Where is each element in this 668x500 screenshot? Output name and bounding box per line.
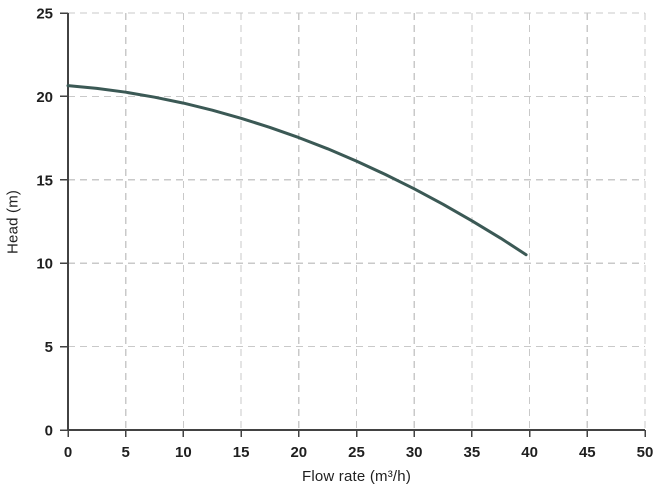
y-tick-label: 25 xyxy=(36,6,53,23)
y-tick-label: 5 xyxy=(45,339,53,356)
x-tick-label: 0 xyxy=(64,444,72,461)
x-tick-label: 20 xyxy=(290,444,307,461)
x-tick-label: 15 xyxy=(233,444,250,461)
y-tick-label: 0 xyxy=(45,423,53,440)
x-axis-title: Flow rate (m³/h) xyxy=(301,468,412,485)
x-tick-label: 45 xyxy=(579,444,596,461)
x-tick-label: 10 xyxy=(175,444,192,461)
y-tick-label: 20 xyxy=(36,89,53,106)
pump-curve-line xyxy=(66,84,528,257)
x-tick-label: 35 xyxy=(464,444,481,461)
y-tick-label: 15 xyxy=(36,172,53,189)
x-tick-label: 5 xyxy=(122,444,130,461)
gridlines xyxy=(68,12,646,430)
y-axis-title: Head (m) xyxy=(4,189,22,254)
x-tick-label: 25 xyxy=(348,444,365,461)
x-tick-label: 40 xyxy=(521,444,538,461)
y-tick-label: 10 xyxy=(36,256,53,273)
tick-marks xyxy=(60,12,646,437)
tick-labels: 0 5 10 15 20 25 30 35 40 45 50 0 5 10 15 20 25 xyxy=(36,6,653,462)
x-tick-label: 30 xyxy=(406,444,423,461)
x-tick-label: 50 xyxy=(637,444,654,461)
